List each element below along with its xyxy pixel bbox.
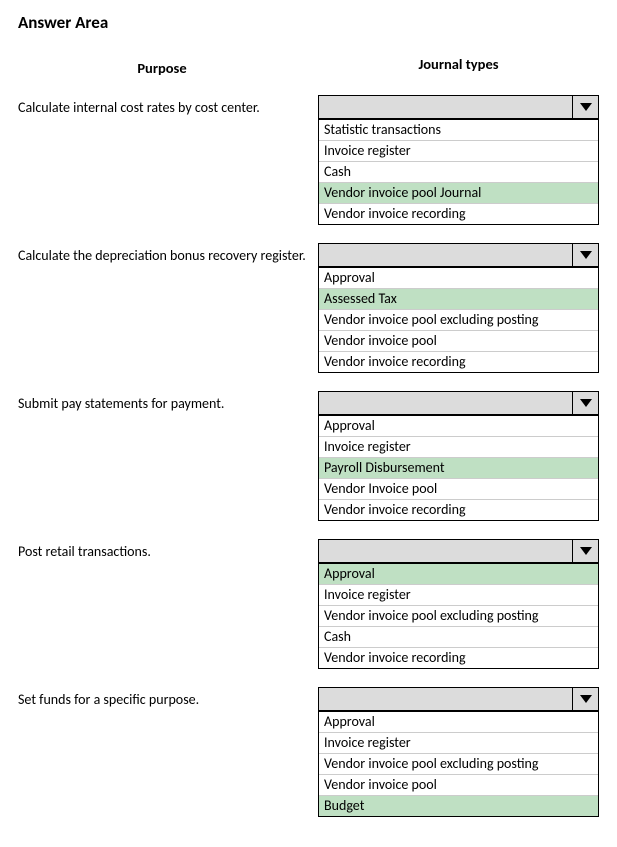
question-row: Set funds for a specific purpose.Approva… <box>18 687 599 817</box>
dropdown-head[interactable] <box>318 243 599 267</box>
dropdown-head[interactable] <box>318 539 599 563</box>
dropdown-options: ApprovalInvoice registerPayroll Disburse… <box>318 415 599 521</box>
dropdown-option[interactable]: Invoice register <box>319 732 598 753</box>
dropdown-options: ApprovalInvoice registerVendor invoice p… <box>318 711 599 817</box>
dropdown-option[interactable]: Vendor Invoice pool <box>319 478 598 499</box>
chevron-down-icon[interactable] <box>572 392 598 414</box>
chevron-down-icon[interactable] <box>572 244 598 266</box>
dropdown-options: ApprovalInvoice registerVendor invoice p… <box>318 563 599 669</box>
chevron-down-icon[interactable] <box>572 688 598 710</box>
journal-heading: Journal types <box>318 55 599 73</box>
dropdown-option[interactable]: Approval <box>319 563 598 584</box>
journal-dropdown: ApprovalAssessed TaxVendor invoice pool … <box>318 243 599 373</box>
header-row: Purpose Journal types <box>18 55 599 77</box>
dropdown-option[interactable]: Approval <box>319 415 598 436</box>
dropdown-option[interactable]: Budget <box>319 795 598 816</box>
dropdown-selected <box>319 244 572 266</box>
dropdown-selected <box>319 688 572 710</box>
journal-dropdown: ApprovalInvoice registerPayroll Disburse… <box>318 391 599 521</box>
journal-dropdown: ApprovalInvoice registerVendor invoice p… <box>318 539 599 669</box>
purpose-heading: Purpose <box>18 55 318 77</box>
dropdown-options: Statistic transactionsInvoice registerCa… <box>318 119 599 225</box>
dropdown-option[interactable]: Vendor invoice recording <box>319 351 598 372</box>
dropdown-option[interactable]: Statistic transactions <box>319 119 598 140</box>
dropdown-head[interactable] <box>318 391 599 415</box>
dropdown-option[interactable]: Invoice register <box>319 584 598 605</box>
dropdown-selected <box>319 392 572 414</box>
purpose-text: Calculate the depreciation bonus recover… <box>18 243 318 264</box>
dropdown-option[interactable]: Vendor invoice recording <box>319 203 598 224</box>
dropdown-option[interactable]: Vendor invoice pool excluding posting <box>319 605 598 626</box>
page-title: Answer Area <box>18 12 599 33</box>
purpose-text: Set funds for a specific purpose. <box>18 687 318 708</box>
question-row: Calculate internal cost rates by cost ce… <box>18 95 599 225</box>
dropdown-head[interactable] <box>318 95 599 119</box>
journal-dropdown: Statistic transactionsInvoice registerCa… <box>318 95 599 225</box>
dropdown-selected <box>319 96 572 118</box>
dropdown-option[interactable]: Invoice register <box>319 140 598 161</box>
dropdown-option[interactable]: Approval <box>319 711 598 732</box>
question-row: Post retail transactions.ApprovalInvoice… <box>18 539 599 669</box>
dropdown-option[interactable]: Vendor invoice pool excluding posting <box>319 309 598 330</box>
purpose-text: Submit pay statements for payment. <box>18 391 318 412</box>
dropdown-option[interactable]: Invoice register <box>319 436 598 457</box>
chevron-down-icon[interactable] <box>572 540 598 562</box>
dropdown-option[interactable]: Vendor invoice pool Journal <box>319 182 598 203</box>
chevron-down-icon[interactable] <box>572 96 598 118</box>
purpose-text: Post retail transactions. <box>18 539 318 560</box>
question-row: Calculate the depreciation bonus recover… <box>18 243 599 373</box>
dropdown-option[interactable]: Vendor invoice recording <box>319 499 598 520</box>
dropdown-option[interactable]: Vendor invoice pool <box>319 774 598 795</box>
dropdown-options: ApprovalAssessed TaxVendor invoice pool … <box>318 267 599 373</box>
dropdown-option[interactable]: Vendor invoice pool <box>319 330 598 351</box>
dropdown-head[interactable] <box>318 687 599 711</box>
journal-dropdown: ApprovalInvoice registerVendor invoice p… <box>318 687 599 817</box>
dropdown-option[interactable]: Cash <box>319 626 598 647</box>
dropdown-option[interactable]: Approval <box>319 267 598 288</box>
dropdown-option[interactable]: Assessed Tax <box>319 288 598 309</box>
dropdown-option[interactable]: Cash <box>319 161 598 182</box>
purpose-text: Calculate internal cost rates by cost ce… <box>18 95 318 116</box>
question-row: Submit pay statements for payment.Approv… <box>18 391 599 521</box>
dropdown-option[interactable]: Vendor invoice recording <box>319 647 598 668</box>
dropdown-selected <box>319 540 572 562</box>
dropdown-option[interactable]: Vendor invoice pool excluding posting <box>319 753 598 774</box>
dropdown-option[interactable]: Payroll Disbursement <box>319 457 598 478</box>
